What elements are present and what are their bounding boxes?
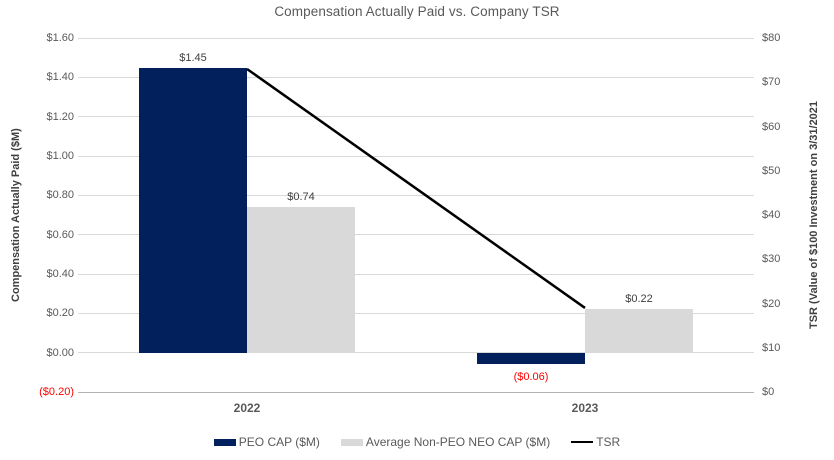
left-axis-title: Compensation Actually Paid ($M) [10,128,22,302]
legend-label-tsr: TSR [596,435,621,449]
right-axis-tick: $50 [762,164,781,177]
data-label-average-non-peo-neo-cap-m: $0.22 [625,293,653,306]
bar-peo-cap-m [139,67,247,353]
gridline [78,352,754,354]
legend-swatch-peo-cap-m [213,438,236,446]
chart-title: Compensation Actually Paid vs. Company T… [274,4,560,19]
left-axis-tick: $1.00 [46,150,74,162]
legend-label-peo-cap-m: PEO CAP ($M) [238,435,320,449]
left-axis-tick: $0.00 [46,346,74,359]
left-axis-tick: ($0.20) [39,386,74,398]
bar-peo-cap-m [477,352,585,365]
legend-label-average-non-peo-neo-cap-m: Average Non-PEO NEO CAP ($M) [365,435,551,449]
legend-swatch-tsr [571,440,594,444]
left-axis-tick: $1.60 [46,32,74,44]
right-axis-tick: $80 [762,32,781,44]
x-axis-label-2022: 2022 [233,401,261,415]
left-axis-tick: $0.60 [46,228,74,241]
data-label-peo-cap-m: ($0.06) [513,371,549,384]
right-axis-title: TSR (Value of $100 Investment on 3/31/20… [808,100,820,330]
data-label-average-non-peo-neo-cap-m: $0.74 [287,191,315,204]
legend-swatch-average-non-peo-neo-cap-m [340,438,363,446]
right-axis-tick: $0 [762,386,775,398]
legend-item-peo-cap-m: PEO CAP ($M) [213,435,320,449]
left-axis-tick: $0.40 [46,268,74,280]
legend: PEO CAP ($M) Average Non-PEO NEO CAP ($M)… [0,435,834,449]
bar-average-non-peo-neo-cap-m [585,309,693,353]
x-axis-line [78,391,754,393]
right-axis-tick: $30 [762,253,781,266]
x-axis-label-2023: 2023 [571,401,599,415]
left-axis-tick: $0.20 [46,307,74,320]
right-axis-tick: $60 [762,120,781,133]
right-axis-tick: $40 [762,209,781,221]
left-axis-tick: $1.40 [46,71,74,84]
gridline [78,37,754,39]
bar-average-non-peo-neo-cap-m [247,207,355,353]
data-label-peo-cap-m: $1.45 [179,51,207,64]
left-axis-tick: $1.20 [46,110,74,123]
right-axis-tick: $20 [762,297,781,310]
right-axis-tick: $10 [762,341,781,354]
right-axis-tick: $70 [762,76,781,89]
left-axis-tick: $0.80 [46,189,74,202]
legend-item-average-non-peo-neo-cap-m: Average Non-PEO NEO CAP ($M) [340,435,551,449]
legend-item-tsr: TSR [571,435,620,449]
gridline [78,312,754,314]
